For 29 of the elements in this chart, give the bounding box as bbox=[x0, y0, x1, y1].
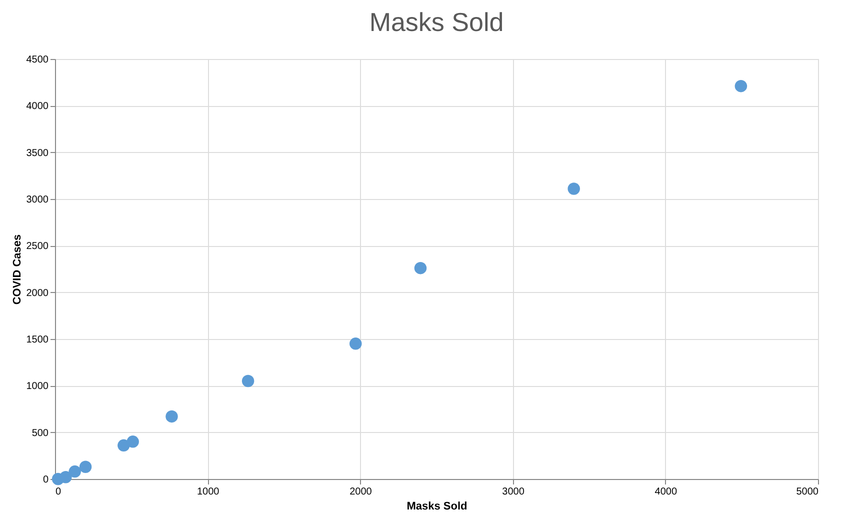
y-tick-label: 0 bbox=[42, 474, 49, 486]
y-tick-label: 4000 bbox=[26, 101, 49, 112]
y-axis-title: COVID Cases bbox=[11, 234, 24, 305]
point bbox=[79, 460, 92, 473]
x-tick-label: 1000 bbox=[196, 486, 220, 498]
y-tick-label: 4500 bbox=[26, 54, 49, 66]
x-tick-label: 3000 bbox=[502, 486, 525, 498]
x-tick-label: 0 bbox=[56, 486, 62, 498]
point bbox=[126, 436, 139, 448]
point bbox=[166, 410, 178, 423]
x-axis-title: Masks Sold bbox=[406, 500, 468, 512]
y-tick-label: 1500 bbox=[26, 334, 49, 346]
y-tick-label: 1000 bbox=[26, 381, 49, 392]
y-tick-label: 2500 bbox=[26, 241, 49, 252]
point bbox=[734, 80, 748, 92]
point bbox=[414, 262, 427, 274]
x-tick-label: 2000 bbox=[350, 486, 372, 498]
x-tick-label: 5000 bbox=[796, 486, 819, 498]
x-tick-label: 4000 bbox=[654, 486, 678, 498]
chart-title: Masks Sold bbox=[369, 7, 504, 37]
y-tick-label: 3500 bbox=[26, 148, 49, 159]
point bbox=[68, 465, 81, 478]
point bbox=[568, 182, 580, 195]
point bbox=[242, 374, 254, 388]
point bbox=[60, 471, 72, 484]
y-tick-label: 2000 bbox=[26, 288, 49, 299]
y-tick-label: 3000 bbox=[26, 194, 49, 206]
point bbox=[350, 338, 362, 350]
y-tick-label: 500 bbox=[32, 428, 49, 439]
